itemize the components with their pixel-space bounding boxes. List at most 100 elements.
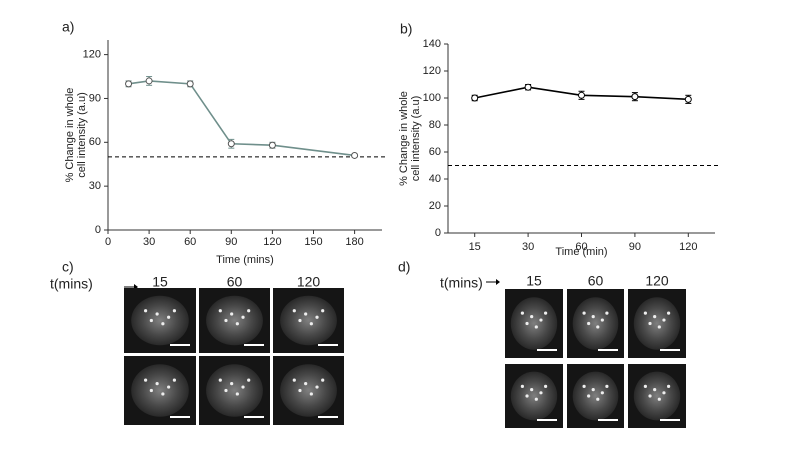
panel-label: b) (400, 21, 412, 37)
y-tick-label: 60 (89, 136, 101, 148)
marker (125, 80, 133, 88)
series-line (128, 80, 355, 157)
puncta (149, 318, 153, 323)
marker (471, 94, 479, 102)
x-tick-label: 90 (225, 236, 237, 248)
puncta (292, 309, 296, 313)
puncta (315, 385, 319, 389)
puncta (591, 388, 595, 392)
puncta (662, 318, 666, 322)
puncta (643, 311, 648, 315)
puncta (525, 394, 529, 398)
puncta (304, 382, 308, 386)
puncta (648, 394, 652, 398)
time-label: t(mins) (440, 275, 483, 291)
marker (524, 83, 532, 91)
y-axis-label: cell intensity (a.u) (76, 92, 88, 178)
y-tick-label: 90 (89, 92, 101, 104)
puncta (667, 311, 671, 315)
puncta (653, 315, 657, 319)
puncta (161, 322, 165, 326)
puncta (292, 378, 296, 382)
puncta (600, 391, 604, 395)
cell-blob (280, 364, 337, 417)
cell-blob (572, 371, 619, 421)
column-label: 120 (297, 274, 321, 290)
puncta (298, 318, 302, 323)
puncta (321, 309, 325, 313)
puncta (230, 382, 234, 386)
puncta (662, 391, 666, 395)
marker (145, 77, 153, 85)
puncta (643, 384, 648, 388)
puncta (309, 322, 313, 326)
puncta (230, 312, 234, 316)
x-tick-label: 15 (469, 241, 481, 253)
panel-label: d) (398, 259, 410, 275)
arrow-head (496, 279, 500, 285)
puncta (149, 388, 153, 393)
cell-blob (633, 297, 681, 350)
puncta (539, 318, 543, 322)
puncta (667, 384, 671, 388)
puncta (596, 397, 600, 401)
puncta (247, 378, 251, 382)
puncta (544, 311, 548, 315)
y-tick-label: 100 (423, 92, 441, 104)
puncta (605, 311, 609, 315)
puncta (247, 309, 251, 313)
x-tick-label: 90 (629, 241, 641, 253)
puncta (530, 388, 534, 392)
puncta (596, 325, 600, 329)
puncta (304, 312, 308, 316)
puncta (539, 391, 543, 395)
puncta (224, 318, 228, 323)
y-tick-label: 30 (89, 180, 101, 192)
x-tick-label: 30 (522, 241, 534, 253)
puncta (605, 384, 609, 388)
y-tick-label: 0 (435, 227, 441, 239)
puncta (520, 384, 525, 388)
puncta (161, 392, 165, 396)
marker (631, 93, 639, 101)
y-tick-label: 140 (423, 38, 441, 50)
puncta (167, 385, 171, 389)
y-tick-label: 120 (83, 49, 101, 61)
puncta (167, 315, 171, 319)
puncta (155, 312, 159, 316)
puncta (144, 309, 148, 313)
puncta (587, 321, 591, 326)
panel-label: a) (62, 19, 74, 35)
puncta (235, 322, 239, 326)
cell-blob (206, 295, 263, 346)
puncta (544, 384, 548, 388)
cell-blob (206, 364, 263, 417)
x-tick-label: 120 (679, 241, 697, 253)
puncta (582, 311, 586, 315)
puncta (155, 382, 159, 386)
cell-blob (131, 295, 189, 346)
marker (268, 141, 276, 149)
cell-blob (572, 297, 619, 350)
column-label: 60 (227, 274, 243, 290)
x-axis-label: Time (mins) (216, 254, 274, 266)
y-tick-label: 0 (95, 224, 101, 236)
puncta (315, 315, 319, 319)
puncta (653, 388, 657, 392)
x-tick-label: 120 (263, 236, 281, 248)
puncta (241, 385, 245, 389)
cell-blob (510, 371, 558, 421)
x-tick-label: 0 (105, 236, 111, 248)
puncta (587, 394, 591, 398)
y-axis-label: % Change in whole (398, 91, 410, 186)
cell-blob (510, 297, 558, 350)
marker (578, 91, 585, 99)
cell-blob (280, 295, 337, 346)
puncta (534, 325, 538, 329)
puncta (582, 384, 586, 388)
puncta (224, 388, 228, 393)
y-tick-label: 20 (429, 200, 441, 212)
puncta (144, 378, 148, 382)
puncta (298, 388, 302, 393)
